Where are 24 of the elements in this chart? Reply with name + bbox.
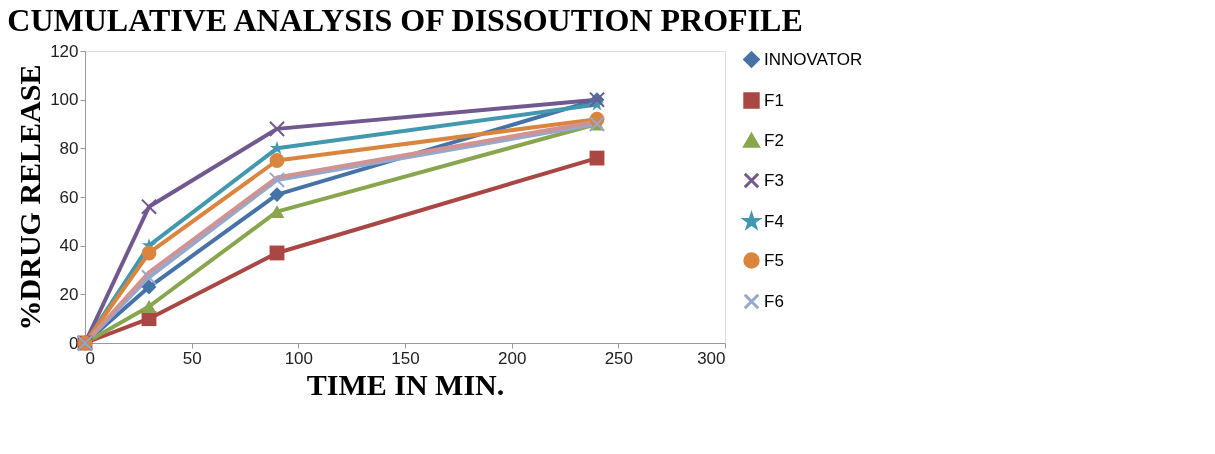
x-tick-label: 200 — [497, 348, 527, 368]
y-tick-label: 40 — [59, 236, 79, 256]
y-tick-label: 80 — [59, 138, 79, 158]
x-tick-label: 250 — [604, 348, 634, 368]
x-tick-label: 100 — [284, 348, 314, 368]
y-axis-title: %DRUG RELEASE — [13, 64, 47, 331]
legend-label: F1 — [764, 90, 784, 110]
y-tick-label: 120 — [50, 41, 79, 61]
x-tick-label: 150 — [391, 348, 420, 368]
legend-label: F3 — [764, 170, 784, 190]
x-tick-label: 0 — [85, 348, 95, 368]
y-tick-label: 100 — [50, 90, 79, 110]
x-axis-title: TIME IN MIN. — [306, 367, 505, 401]
legend-label: F2 — [764, 130, 784, 150]
legend-label: F6 — [764, 291, 784, 311]
x-tick-label: 50 — [182, 348, 202, 368]
legend-label: F5 — [764, 250, 784, 270]
y-tick-label: 60 — [59, 187, 79, 207]
legend-label: INNOVATOR — [764, 49, 863, 69]
y-tick-label: 20 — [59, 284, 79, 304]
legend-label: F4 — [764, 211, 784, 231]
chart-title: CUMULATIVE ANALYSIS OF DISSOUTION PROFILE — [7, 2, 803, 38]
x-tick-label: 300 — [697, 348, 726, 368]
y-tick-label: 0 — [69, 333, 79, 353]
